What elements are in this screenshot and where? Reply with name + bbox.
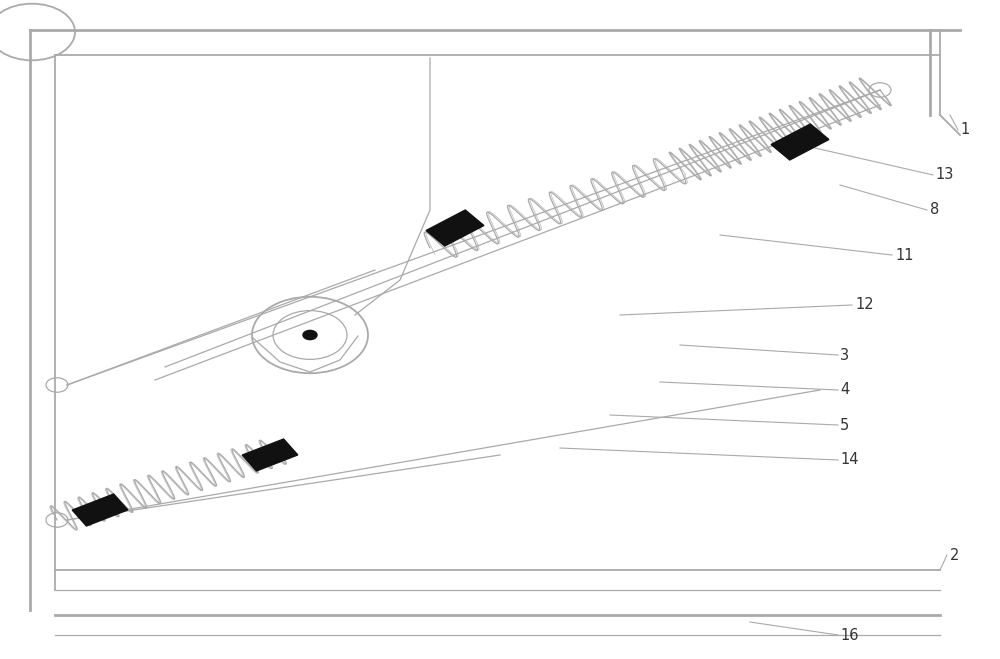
Polygon shape [72,494,128,526]
Circle shape [303,330,317,339]
Text: 8: 8 [930,202,939,217]
Text: 16: 16 [840,627,858,643]
Text: 11: 11 [895,248,914,262]
Text: 1: 1 [960,123,969,138]
Polygon shape [771,124,829,160]
Text: 12: 12 [855,297,874,312]
Text: 2: 2 [950,548,959,563]
Text: 5: 5 [840,418,849,432]
Text: 14: 14 [840,453,858,467]
Polygon shape [242,439,298,471]
Text: 3: 3 [840,347,849,362]
Polygon shape [426,210,484,246]
Text: 4: 4 [840,382,849,397]
Text: 13: 13 [935,167,953,183]
